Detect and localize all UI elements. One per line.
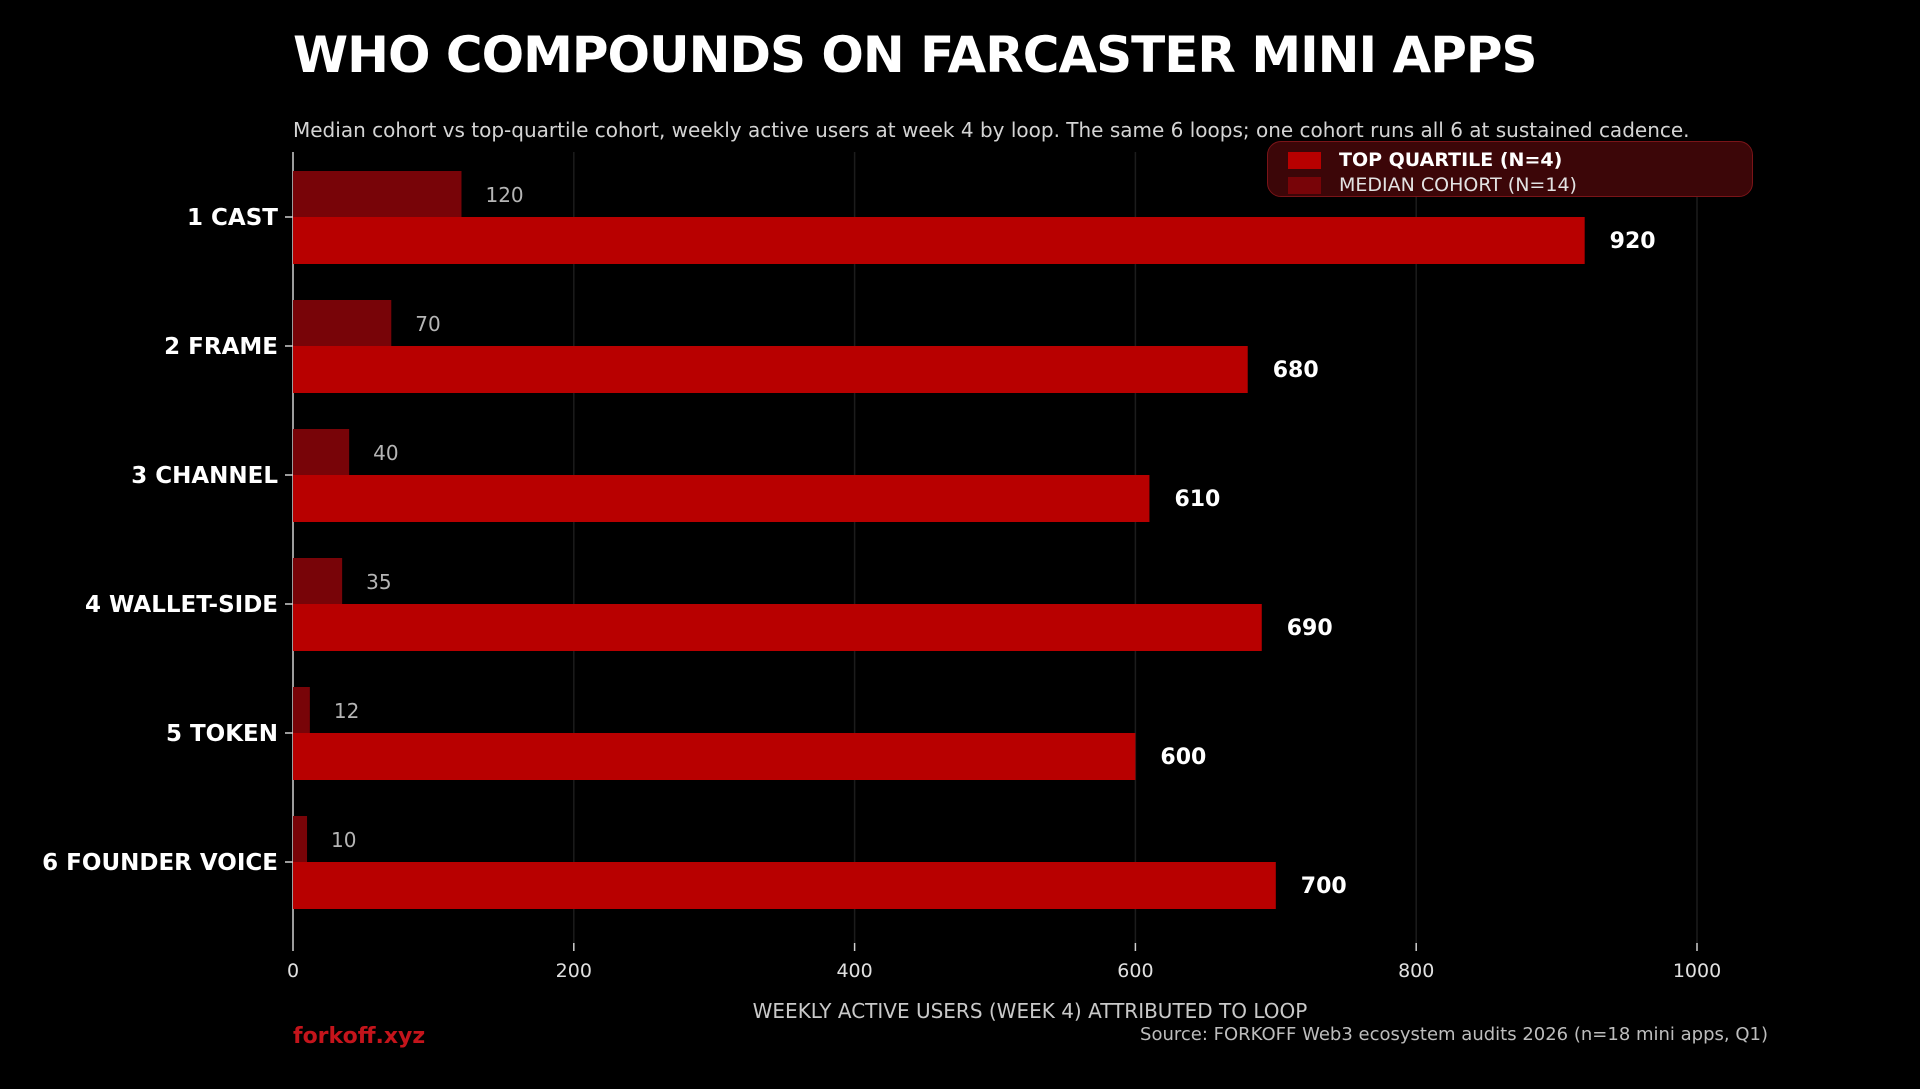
bars (293, 171, 1585, 909)
category-label-1: 1 CAST (187, 205, 278, 231)
value-label-top-quartile-5: 600 (1160, 745, 1206, 770)
bar-top-quartile-1 (293, 217, 1585, 264)
value-label-median-5: 12 (334, 699, 359, 723)
legend-swatch-top-quartile (1288, 151, 1321, 169)
bar-median-1 (293, 171, 462, 218)
bar-median-5 (293, 687, 310, 734)
x-axis-label: WEEKLY ACTIVE USERS (WEEK 4) ATTRIBUTED … (752, 999, 1308, 1023)
labels: 0 200 400 600 800 1000 120 920 1 CAST 70 680 2 FRAM… (42, 183, 1721, 982)
legend-item-median-cohort: MEDIAN COHORT (N=14) (1288, 173, 1577, 197)
category-label-4: 4 WALLET-SIDE (85, 592, 278, 618)
page-title: WHO COMPOUNDS ON FARCASTER MINI APPS (293, 26, 1538, 84)
x-tick-label-1000: 1000 (1673, 960, 1721, 982)
x-tick-label-400: 400 (836, 960, 872, 982)
value-label-top-quartile-1: 920 (1610, 229, 1656, 254)
legend-label-top-quartile: TOP QUARTILE (N=4) (1339, 149, 1563, 171)
category-label-2: 2 FRAME (164, 334, 278, 360)
x-tick-label-600: 600 (1117, 960, 1153, 982)
value-label-median-4: 35 (366, 570, 391, 594)
x-tick-label-0: 0 (287, 960, 299, 982)
source-note: Source: FORKOFF Web3 ecosystem audits 20… (1140, 1024, 1768, 1045)
value-label-top-quartile-3: 610 (1174, 487, 1220, 512)
value-label-top-quartile-4: 690 (1287, 616, 1333, 641)
value-label-top-quartile-6: 700 (1301, 874, 1347, 899)
category-label-6: 6 FOUNDER VOICE (42, 850, 278, 876)
legend: TOP QUARTILE (N=4) MEDIAN COHORT (N=14) (1267, 141, 1753, 197)
category-label-5: 5 TOKEN (166, 721, 278, 747)
value-label-top-quartile-2: 680 (1273, 358, 1319, 383)
page-subtitle: Median cohort vs top-quartile cohort, we… (293, 118, 1690, 142)
legend-swatch-median-cohort (1288, 176, 1321, 194)
legend-label-median-cohort: MEDIAN COHORT (N=14) (1339, 174, 1577, 196)
bar-top-quartile-5 (293, 733, 1136, 780)
legend-item-top-quartile: TOP QUARTILE (N=4) (1288, 148, 1562, 172)
category-label-3: 3 CHANNEL (131, 463, 278, 489)
value-label-median-6: 10 (331, 828, 356, 852)
x-tick-label-200: 200 (556, 960, 592, 982)
brand-logo: forkoff.xyz (293, 1024, 426, 1049)
bar-median-3 (293, 429, 350, 476)
x-tick-label-800: 800 (1398, 960, 1434, 982)
bar-top-quartile-3 (293, 475, 1150, 522)
bar-median-4 (293, 558, 343, 605)
bar-top-quartile-2 (293, 346, 1248, 393)
value-label-median-3: 40 (373, 441, 398, 465)
value-label-median-1: 120 (485, 183, 523, 207)
bar-top-quartile-6 (293, 862, 1276, 909)
grid-lines (285, 152, 1698, 951)
bar-top-quartile-4 (293, 604, 1262, 651)
bar-median-6 (293, 816, 308, 863)
bar-median-2 (293, 300, 392, 347)
value-label-median-2: 70 (415, 312, 440, 336)
